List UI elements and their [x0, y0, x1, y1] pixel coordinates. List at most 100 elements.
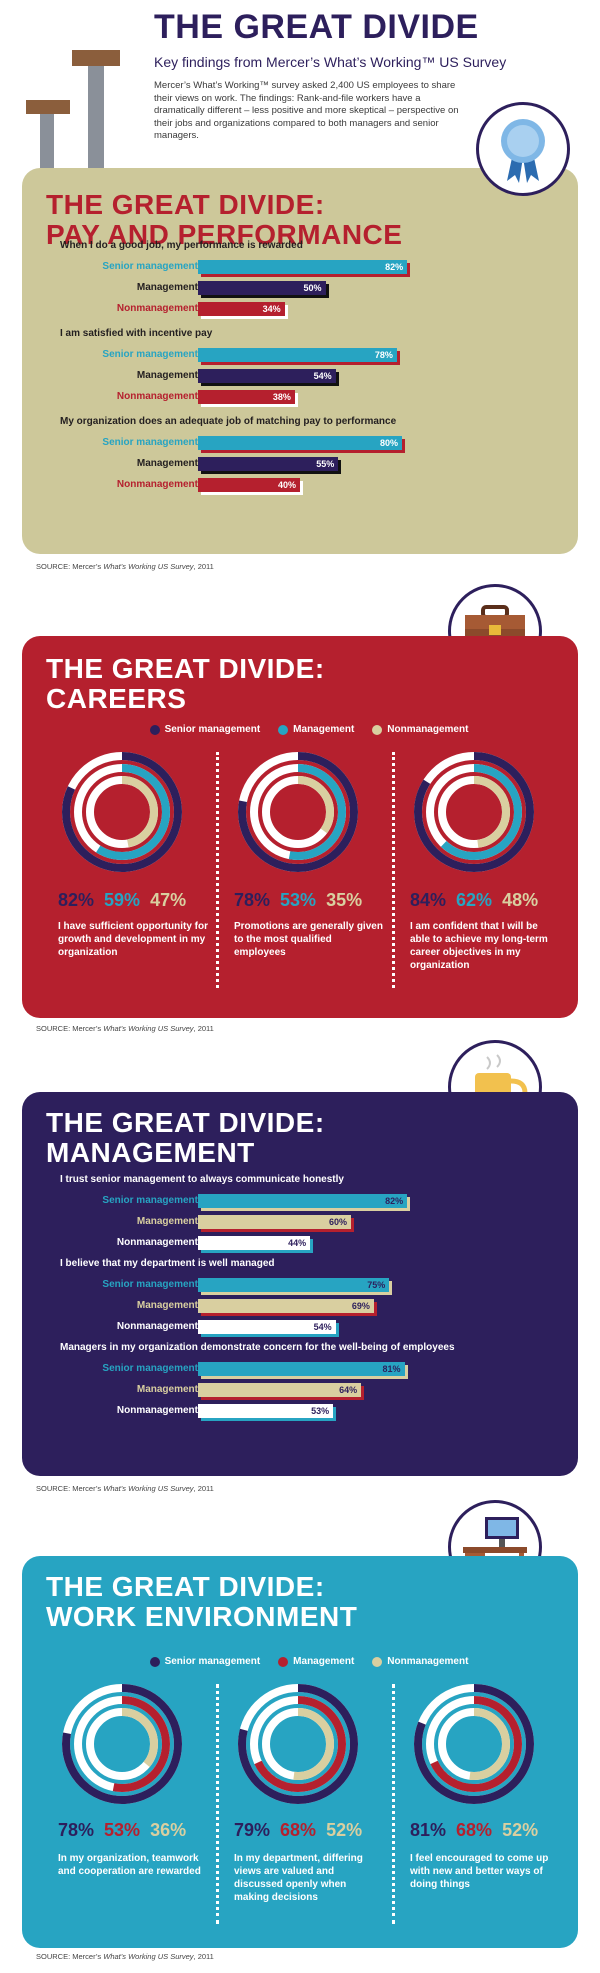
bar-category-label: Management — [136, 1384, 198, 1395]
donut-arc — [62, 1684, 182, 1804]
donut-arc — [438, 776, 510, 848]
bar-value-label: 44% — [288, 1238, 307, 1248]
donut-group — [238, 752, 358, 872]
bar-category-label: Nonmanagement — [116, 1321, 198, 1332]
page-subtitle: Key findings from Mercer’s What’s Workin… — [154, 54, 507, 70]
intro-text: Mercer’s What’s Working™ survey asked 2,… — [154, 80, 459, 141]
percentage-row: 84% 62% 48% — [410, 890, 538, 911]
bar — [198, 369, 336, 383]
legend-swatch-senior — [149, 1656, 160, 1667]
donut-group — [414, 752, 534, 872]
percentage-value: 48% — [502, 890, 539, 910]
donut-arc — [86, 1708, 158, 1780]
percentage-value: 79% — [234, 1820, 271, 1840]
legend-nonmanagement: Nonmanagement — [387, 1656, 469, 1667]
award-ribbon-icon — [476, 102, 570, 196]
bar — [198, 436, 402, 450]
page-title: THE GREAT DIVIDE — [154, 8, 479, 46]
careers-panel: THE GREAT DIVIDE: CAREERS Senior managem… — [22, 636, 578, 1018]
legend-senior: Senior management — [164, 1656, 261, 1667]
bar-value-label: 80% — [379, 438, 398, 448]
question-text: I believe that my department is well man… — [60, 1258, 275, 1269]
donut-arc — [238, 752, 358, 872]
legend-nonmanagement: Nonmanagement — [387, 724, 469, 735]
work-environment-panel: THE GREAT DIVIDE: WORK ENVIRONMENT Senio… — [22, 1556, 578, 1948]
percentage-value: 35% — [326, 890, 363, 910]
bar-value-label: 53% — [311, 1406, 330, 1416]
column-divider — [216, 1684, 219, 1924]
donut-arc — [62, 752, 182, 872]
bar-value-label: 50% — [303, 283, 322, 293]
percentage-value: 52% — [502, 1820, 539, 1840]
bar — [198, 390, 295, 404]
bar-value-label: 54% — [313, 1322, 332, 1332]
column-divider — [216, 752, 219, 988]
bar-value-label: 60% — [328, 1217, 347, 1227]
donut-arc — [262, 1708, 334, 1780]
bar-category-label: Senior management — [102, 261, 198, 272]
bar-value-label: 64% — [339, 1385, 358, 1395]
bar — [198, 1194, 408, 1208]
donut-arc — [238, 1684, 358, 1804]
donut-arc — [426, 764, 522, 860]
donut-group — [62, 1684, 182, 1804]
bar-value-label: 82% — [385, 1196, 404, 1206]
percentage-row: 78% 53% 36% — [58, 1820, 186, 1841]
donut-arc — [262, 776, 334, 848]
bar — [198, 260, 408, 274]
careers-title: THE GREAT DIVIDE: CAREERS — [46, 653, 325, 714]
bar-category-label: Senior management — [102, 1195, 198, 1206]
management-panel: THE GREAT DIVIDE: MANAGEMENT I trust sen… — [22, 1092, 578, 1476]
bar-category-label: Management — [136, 458, 198, 469]
bar — [198, 1383, 362, 1397]
bar — [198, 1299, 374, 1313]
legend-swatch-nonmanagement — [372, 724, 383, 735]
gavel-icon — [18, 40, 128, 172]
bar-category-label: Senior management — [102, 1279, 198, 1290]
legend-swatch-management — [278, 724, 289, 735]
bar — [198, 1278, 390, 1292]
bar-value-label: 78% — [374, 350, 393, 360]
percentage-value: 59% — [104, 890, 141, 910]
donut-arc — [250, 764, 346, 860]
statement-text: In my department, differing views are va… — [234, 1853, 363, 1903]
bar — [198, 348, 397, 362]
bar-category-label: Nonmanagement — [116, 479, 198, 490]
bar-value-label: 34% — [262, 304, 281, 314]
bar-value-label: 75% — [367, 1280, 386, 1290]
donut-arc — [74, 764, 170, 860]
percentage-row: 81% 68% 52% — [410, 1820, 538, 1841]
percentage-value: 78% — [58, 1820, 95, 1840]
percentage-value: 84% — [410, 890, 447, 910]
bar — [198, 1236, 311, 1250]
percentage-row: 79% 68% 52% — [234, 1820, 362, 1841]
pay-title: THE GREAT DIVIDE: PAY AND PERFORMANCE — [46, 189, 403, 250]
bar-value-label: 69% — [351, 1301, 370, 1311]
legend-senior: Senior management — [164, 724, 261, 735]
donut-group — [414, 1684, 534, 1804]
bar — [198, 457, 339, 471]
column-divider — [392, 1684, 395, 1924]
legend-swatch-nonmanagement — [372, 1656, 383, 1667]
percentage-value: 68% — [280, 1820, 317, 1840]
bar-value-label: 55% — [316, 459, 335, 469]
donut-group — [238, 1684, 358, 1804]
careers-legend: Senior management Management Nonmanageme… — [22, 724, 596, 735]
donut-arc — [438, 1708, 510, 1780]
statement-text: I have sufficient opportunity for growth… — [58, 921, 209, 958]
bar-category-label: Senior management — [102, 437, 198, 448]
management-title: THE GREAT DIVIDE: MANAGEMENT — [46, 1107, 325, 1168]
statement-text: I am confident that I will be able to ac… — [410, 921, 548, 971]
pay-performance-panel: THE GREAT DIVIDE: PAY AND PERFORMANCE Wh… — [22, 168, 578, 554]
bar — [198, 281, 326, 295]
statement-text: I feel encouraged to come up with new an… — [410, 1853, 549, 1890]
donut-arc — [414, 752, 534, 872]
bar-category-label: Nonmanagement — [116, 1405, 198, 1416]
bar-category-label: Management — [136, 1300, 198, 1311]
bar-category-label: Senior management — [102, 349, 198, 360]
bar-category-label: Management — [136, 282, 198, 293]
question-text: When I do a good job, my performance is … — [60, 240, 303, 251]
percentage-value: 68% — [456, 1820, 493, 1840]
bar-category-label: Nonmanagement — [116, 1237, 198, 1248]
bar-category-label: Nonmanagement — [116, 303, 198, 314]
